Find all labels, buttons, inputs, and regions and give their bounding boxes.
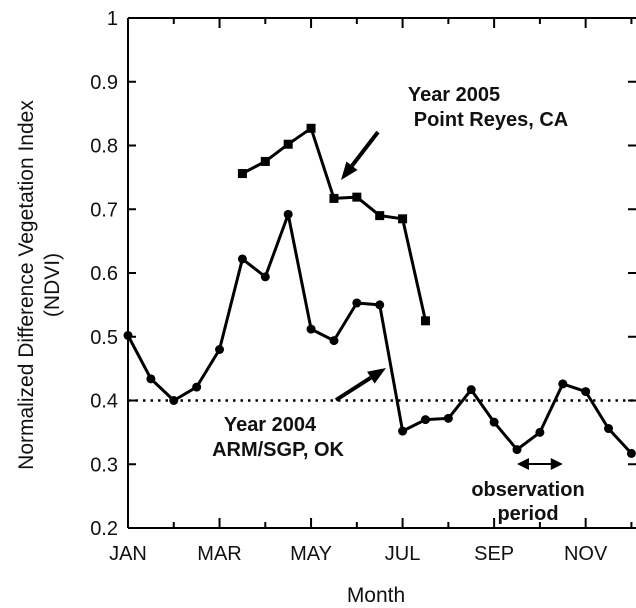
annotation-2005-line1: Year 2005	[408, 84, 500, 106]
data-point-circle	[420, 415, 430, 425]
arrow-head	[341, 161, 358, 180]
x-tick-label: NOV	[564, 543, 608, 565]
x-tick-label: MAR	[197, 543, 241, 565]
x-tick-label: JAN	[109, 543, 147, 565]
data-point-square	[306, 123, 316, 133]
y-tick-label: 0.9	[90, 72, 118, 94]
annotation-2004-line2: ARM/SGP, OK	[212, 439, 344, 461]
data-point-circle	[192, 382, 202, 392]
x-tick-label: JUL	[385, 543, 421, 565]
series-line	[241, 126, 427, 322]
x-axis-ticks: JAN MAR MAY JUL SEP NOV	[109, 18, 633, 565]
data-point-square	[237, 169, 247, 179]
y-tick-label: 0.4	[90, 391, 118, 413]
arrow-shaft	[350, 130, 380, 167]
x-tick-label: MAY	[290, 543, 332, 565]
x-tick-label: SEP	[474, 543, 514, 565]
data-point-square	[329, 193, 339, 203]
data-point-square	[283, 139, 293, 149]
data-point-circle	[283, 209, 293, 219]
data-point-circle	[146, 374, 156, 384]
y-tick-label: 1	[107, 8, 118, 30]
data-point-circle	[604, 424, 614, 434]
arrow-head	[367, 368, 386, 384]
y-tick-label: 0.6	[90, 263, 118, 285]
arrow-head-right	[550, 458, 563, 470]
data-point-circle	[329, 336, 339, 346]
data-point-square	[260, 156, 270, 166]
observation-period-label-line2: period	[497, 503, 558, 525]
y-tick-label: 0.5	[90, 327, 118, 349]
observation-period-label-line1: observation	[471, 479, 584, 501]
y-tick-label: 0.8	[90, 136, 118, 158]
annotation-arrows	[334, 130, 563, 470]
data-point-circle	[535, 427, 545, 437]
data-point-circle	[169, 396, 179, 405]
data-point-circle	[466, 385, 476, 395]
data-point-circle	[215, 345, 225, 354]
arrow-head-left	[517, 458, 530, 470]
y-tick-label: 0.3	[90, 454, 118, 476]
data-point-circle	[443, 413, 453, 423]
data-point-circle	[352, 298, 362, 308]
data-point-circle	[123, 330, 133, 340]
series-line	[126, 212, 633, 455]
series-2004	[123, 209, 636, 458]
observation-period-arrow	[517, 458, 563, 470]
data-point-circle	[375, 300, 385, 310]
data-point-square	[398, 214, 408, 224]
data-point-square	[352, 192, 362, 202]
y-tick-label: 0.2	[90, 518, 118, 540]
arrow-2005	[341, 130, 380, 180]
data-point-square	[375, 211, 385, 221]
data-point-circle	[306, 324, 316, 334]
annotation-2005-line2: Point Reyes, CA	[414, 109, 568, 131]
arrow-shaft	[334, 376, 372, 402]
data-point-circle	[512, 445, 522, 455]
data-point-circle	[398, 426, 408, 436]
series-2005	[237, 123, 430, 326]
x-axis-title: Month	[347, 584, 405, 607]
annotation-2004-line1: Year 2004	[224, 414, 317, 436]
series-layer	[123, 123, 636, 458]
data-point-circle	[489, 417, 499, 427]
data-point-circle	[626, 448, 636, 458]
y-tick-label: 0.7	[90, 199, 118, 221]
y-axis-title: Normalized Difference Vegetation Index	[15, 100, 38, 470]
data-point-circle	[581, 387, 591, 397]
y-axis-ticks: 0.2 0.3 0.4 0.5 0.6 0.7 0.8 0.9 1	[90, 8, 636, 540]
data-point-circle	[558, 379, 568, 389]
arrow-2004	[334, 368, 386, 402]
data-point-circle	[260, 272, 270, 282]
data-point-square	[420, 316, 430, 326]
y-axis-subtitle: (NDVI)	[41, 253, 64, 317]
axes-frame	[127, 17, 636, 529]
data-point-circle	[237, 254, 247, 264]
